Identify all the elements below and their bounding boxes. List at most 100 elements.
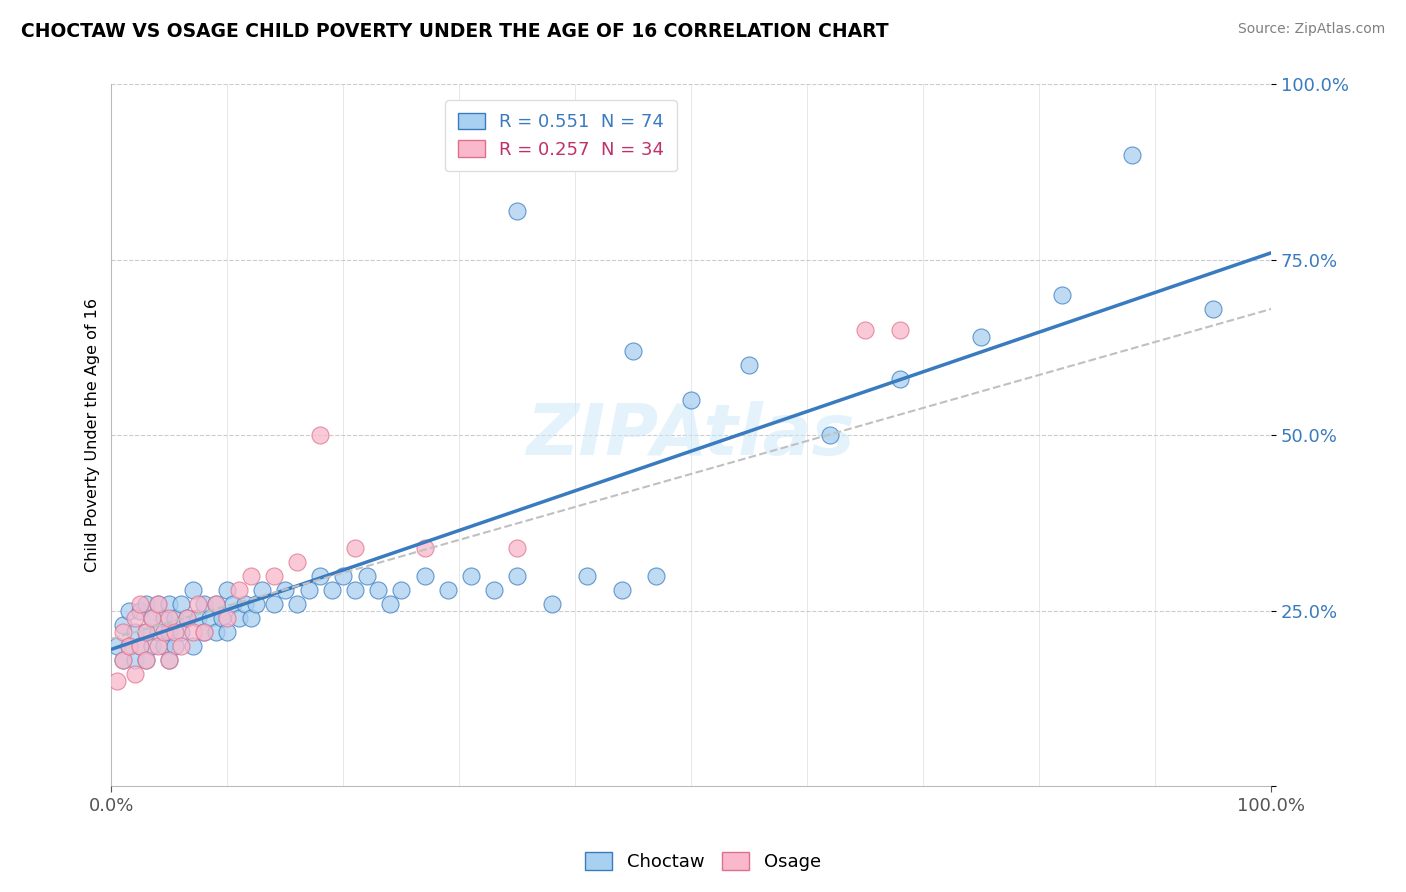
Point (124, 611, 146, 625)
Point (1121, 147, 1143, 161)
Point (181, 639, 204, 653)
Point (129, 597, 152, 611)
Legend: Choctaw, Osage: Choctaw, Osage (578, 845, 828, 879)
Point (146, 597, 169, 611)
Point (217, 611, 239, 625)
Point (460, 568, 482, 582)
Point (575, 568, 598, 582)
Point (245, 597, 267, 611)
Point (157, 624, 180, 639)
Point (152, 611, 174, 625)
Point (135, 653, 157, 667)
Point (222, 597, 245, 611)
Point (506, 203, 529, 218)
Point (482, 582, 505, 597)
Point (853, 323, 876, 337)
Point (187, 597, 209, 611)
Point (309, 428, 332, 442)
Point (356, 568, 378, 582)
Point (610, 582, 633, 597)
Point (105, 639, 128, 653)
Point (124, 666, 146, 681)
Point (181, 624, 204, 639)
Point (506, 568, 529, 582)
Point (681, 393, 703, 408)
Point (146, 597, 169, 611)
Point (274, 582, 297, 597)
Y-axis label: Child Poverty Under the Age of 16: Child Poverty Under the Age of 16 (86, 298, 100, 573)
Legend: R = 0.551  N = 74, R = 0.257  N = 34: R = 0.551 N = 74, R = 0.257 N = 34 (446, 101, 676, 171)
Point (135, 624, 157, 639)
Point (198, 611, 221, 625)
Text: CHOCTAW VS OSAGE CHILD POVERTY UNDER THE AGE OF 16 CORRELATION CHART: CHOCTAW VS OSAGE CHILD POVERTY UNDER THE… (21, 22, 889, 41)
Point (506, 541, 529, 555)
Point (389, 582, 412, 597)
Point (111, 617, 134, 632)
Point (413, 568, 436, 582)
Point (105, 673, 128, 688)
Point (250, 582, 273, 597)
Point (111, 653, 134, 667)
Point (204, 597, 226, 611)
Point (118, 604, 141, 618)
Point (193, 624, 215, 639)
Point (889, 323, 911, 337)
Point (889, 372, 911, 386)
Point (146, 624, 169, 639)
Point (165, 624, 187, 639)
Point (165, 611, 187, 625)
Point (204, 624, 226, 639)
Point (118, 639, 141, 653)
Point (157, 597, 180, 611)
Point (309, 568, 332, 582)
Point (129, 639, 152, 653)
Point (170, 639, 193, 653)
Point (1202, 301, 1225, 316)
Point (239, 568, 262, 582)
Point (541, 597, 564, 611)
Point (217, 582, 239, 597)
Point (152, 624, 174, 639)
Point (135, 653, 157, 667)
Point (176, 611, 198, 625)
Point (157, 653, 180, 667)
Point (645, 568, 668, 582)
Point (970, 330, 993, 344)
Point (135, 624, 157, 639)
Point (285, 555, 308, 569)
Point (170, 597, 193, 611)
Point (176, 611, 198, 625)
Point (170, 624, 193, 639)
Text: Source: ZipAtlas.com: Source: ZipAtlas.com (1237, 22, 1385, 37)
Point (204, 597, 226, 611)
Point (233, 597, 256, 611)
Point (211, 611, 233, 625)
Point (621, 344, 644, 359)
Point (297, 582, 319, 597)
Point (187, 611, 209, 625)
Point (165, 639, 187, 653)
Point (124, 653, 146, 667)
Point (152, 639, 174, 653)
Point (129, 604, 152, 618)
Point (141, 639, 163, 653)
Point (129, 639, 152, 653)
Point (378, 597, 401, 611)
Point (738, 358, 761, 372)
Point (111, 653, 134, 667)
Point (124, 624, 146, 639)
Point (193, 597, 215, 611)
Point (228, 582, 250, 597)
Point (321, 582, 343, 597)
Point (332, 568, 354, 582)
Point (436, 582, 458, 597)
Point (263, 597, 285, 611)
Point (135, 597, 157, 611)
Text: ZIPAtlas: ZIPAtlas (527, 401, 855, 470)
Point (343, 541, 366, 555)
Point (239, 611, 262, 625)
Point (413, 541, 436, 555)
Point (820, 428, 842, 442)
Point (146, 639, 169, 653)
Point (111, 624, 134, 639)
